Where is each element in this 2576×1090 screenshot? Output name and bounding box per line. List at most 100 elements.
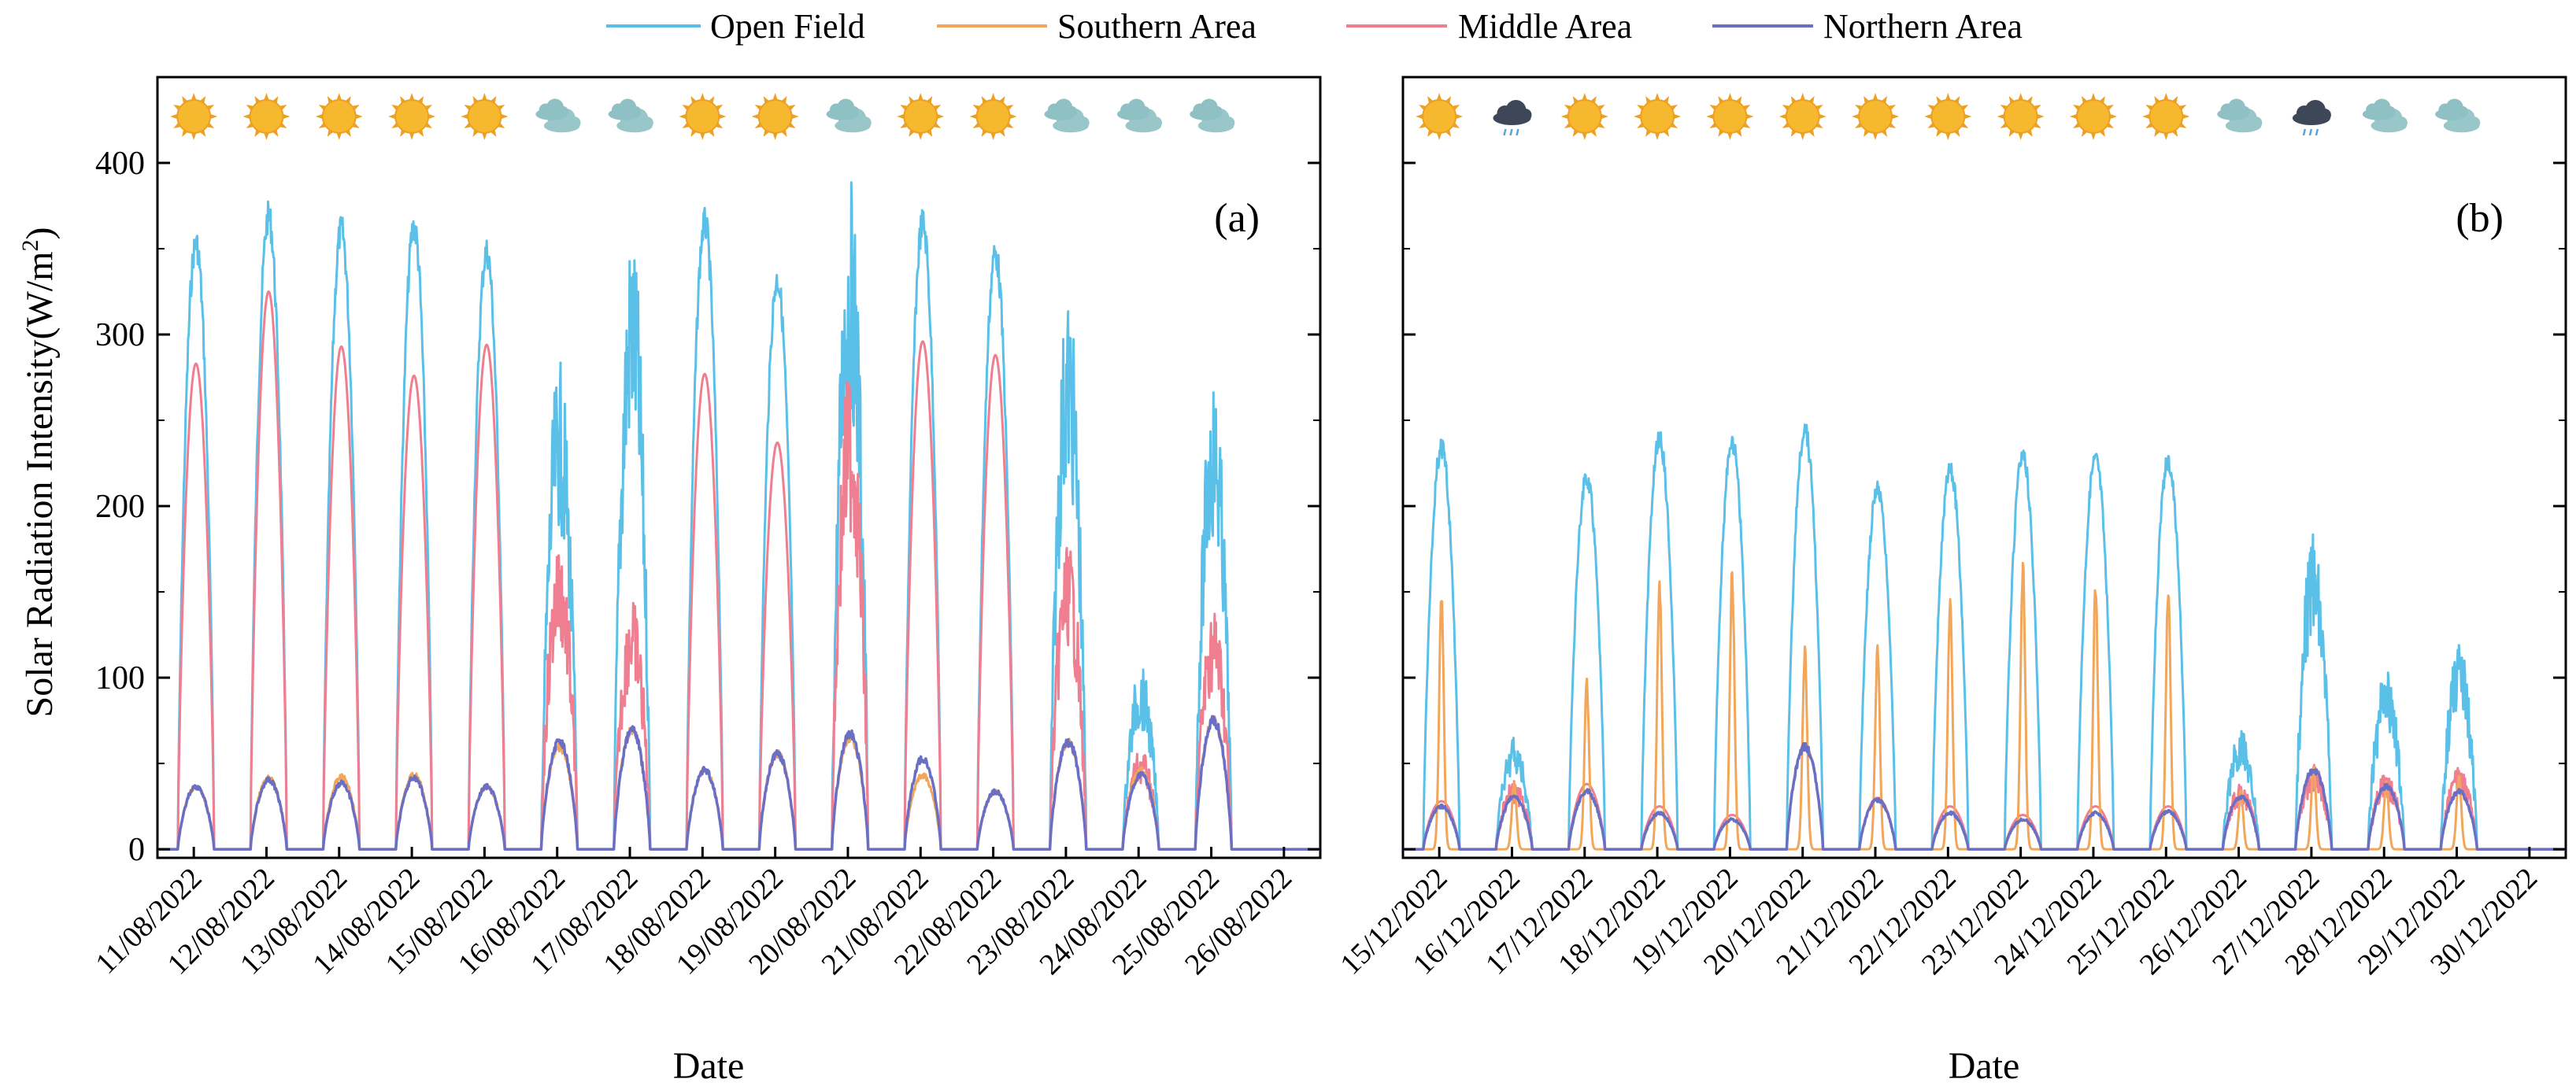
- sun-ray: [427, 113, 436, 120]
- cloud-puff: [1519, 109, 1532, 121]
- sun-ray: [2163, 93, 2169, 102]
- rain-drop: [1516, 128, 1519, 136]
- sun-ray: [897, 113, 905, 120]
- weather-icon-cloudy: [535, 98, 581, 133]
- cloud-puff: [2468, 116, 2481, 129]
- sun-ray: [1924, 113, 1933, 120]
- sun-ray: [1890, 113, 1900, 120]
- sun-ray: [1727, 93, 1733, 102]
- sun-ray: [336, 131, 342, 140]
- panel-a-x-axis-title: Date: [673, 1045, 745, 1087]
- cloud-puff: [1149, 116, 1162, 129]
- rain-drop: [1509, 128, 1513, 136]
- panel-a-label: (a): [1214, 196, 1260, 241]
- sun-disc: [1712, 99, 1748, 134]
- sun-ray: [1582, 93, 1588, 102]
- weather-icon-sunny: [1634, 93, 1682, 140]
- sun-ray: [242, 113, 251, 120]
- sun-disc: [2149, 99, 2184, 134]
- panel-b-x-axis-title: Date: [1949, 1045, 2020, 1087]
- series-line-open-field: [157, 181, 1320, 851]
- legend-item-northern-area[interactable]: Northern Area: [1712, 7, 2023, 46]
- sun-ray: [1800, 93, 1806, 102]
- sun-disc: [394, 99, 430, 134]
- sun-ray: [263, 131, 270, 140]
- sun-disc: [1422, 99, 1457, 134]
- sun-ray: [1778, 113, 1788, 120]
- sun-ray: [1963, 113, 1972, 120]
- weather-icon-cloudy: [826, 98, 872, 133]
- sun-ray: [282, 113, 291, 120]
- y-tick-label: 0: [128, 832, 145, 868]
- weather-icon-sunny: [897, 93, 945, 140]
- rain-drop: [1503, 128, 1507, 136]
- weather-icon-cloudy: [2362, 98, 2408, 133]
- series-line-southern-area: [1403, 561, 2566, 851]
- sun-ray: [699, 131, 705, 140]
- sun-ray: [2163, 131, 2169, 140]
- sun-ray: [1818, 113, 1827, 120]
- sun-ray: [1997, 113, 2005, 120]
- sun-rays: [2142, 93, 2190, 140]
- weather-icon-sunny: [315, 93, 363, 140]
- cloud-shape: [1125, 108, 1162, 133]
- sun-disc: [903, 99, 938, 134]
- sun-ray: [2142, 113, 2151, 120]
- panel-b-label: (b): [2456, 196, 2504, 241]
- cloud-puff: [641, 116, 653, 129]
- sun-ray: [1852, 113, 1860, 120]
- rain-drop: [2302, 128, 2307, 136]
- weather-icon-sunny: [1416, 93, 1464, 140]
- weather-icon-cloudy: [2217, 98, 2263, 133]
- sun-ray: [500, 113, 509, 120]
- weather-icon-cloudy: [1044, 98, 1090, 133]
- sun-ray: [1654, 93, 1660, 102]
- panel-a-y-axis: 0 100 200 300 400: [95, 146, 1320, 868]
- sun-ray: [1436, 93, 1442, 102]
- cloud-puff: [859, 116, 872, 129]
- series-line-northern-area: [157, 715, 1320, 851]
- sun-ray: [315, 113, 324, 120]
- sun-ray: [990, 93, 997, 102]
- y-tick-label: 100: [95, 660, 145, 696]
- legend-item-southern-area[interactable]: Southern Area: [937, 7, 1257, 46]
- sun-ray: [2181, 113, 2190, 120]
- sun-disc: [1858, 99, 1893, 134]
- cloud-puff: [568, 116, 581, 129]
- sun-disc: [176, 99, 212, 134]
- weather-icon-cloudy: [608, 98, 653, 133]
- cloud-shape: [835, 108, 872, 133]
- series-line-middle-area: [1403, 745, 2566, 851]
- weather-icon-cloudy: [1190, 98, 1235, 133]
- legend-item-middle-area[interactable]: Middle Area: [1346, 7, 1632, 46]
- sun-ray: [1872, 131, 1878, 140]
- legend-item-open-field[interactable]: Open Field: [606, 7, 865, 46]
- sun-ray: [1009, 113, 1017, 120]
- cloud-shape: [1197, 108, 1235, 133]
- sun-ray: [1634, 113, 1642, 120]
- sun-ray: [990, 131, 997, 140]
- sun-ray: [2090, 131, 2097, 140]
- weather-icon-sunny: [1778, 93, 1827, 140]
- cloud-shape: [2443, 108, 2481, 133]
- panel-b-frame: [1401, 76, 2567, 859]
- panel-b: 15/12/202216/12/202217/12/202218/12/2022…: [1334, 76, 2567, 1087]
- sun-ray: [772, 131, 779, 140]
- sun-ray: [751, 113, 760, 120]
- weather-icon-sunny: [170, 93, 218, 140]
- legend-label-open-field: Open Field: [710, 7, 865, 46]
- sun-ray: [2036, 113, 2045, 120]
- sun-ray: [679, 113, 687, 120]
- sun-ray: [2018, 131, 2024, 140]
- sun-ray: [1436, 131, 1442, 140]
- series-line-middle-area: [157, 290, 1320, 851]
- sun-ray: [772, 93, 779, 102]
- panel-b-series: [1403, 423, 2566, 851]
- y-tick-label: 300: [95, 317, 145, 353]
- weather-icon-cloudy: [1116, 98, 1162, 133]
- sun-ray: [969, 113, 978, 120]
- sun-ray: [1454, 113, 1464, 120]
- sun-ray: [2108, 113, 2117, 120]
- sun-ray: [191, 131, 197, 140]
